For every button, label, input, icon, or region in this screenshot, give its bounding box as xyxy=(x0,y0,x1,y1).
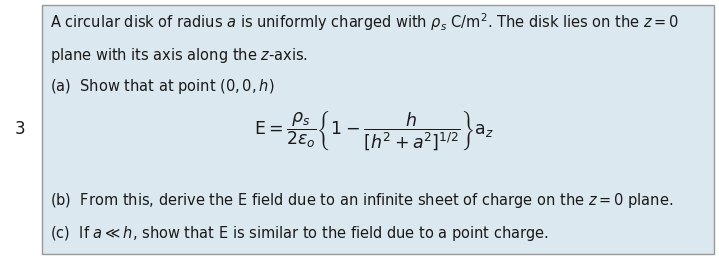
Text: (b)  From this, derive the E field due to an infinite sheet of charge on the $z : (b) From this, derive the E field due to… xyxy=(50,191,674,210)
FancyBboxPatch shape xyxy=(42,5,714,254)
Text: (c)  If $a \ll h$, show that E is similar to the field due to a point charge.: (c) If $a \ll h$, show that E is similar… xyxy=(50,224,549,243)
Text: plane with its axis along the $z$-axis.: plane with its axis along the $z$-axis. xyxy=(50,46,308,65)
Text: $\mathrm{E} = \dfrac{\rho_s}{2\varepsilon_o}\left\{1 - \dfrac{h}{[h^2 + a^2]^{1/: $\mathrm{E} = \dfrac{\rho_s}{2\varepsilo… xyxy=(254,108,494,152)
Text: (a)  Show that at point $(0, 0, h)$: (a) Show that at point $(0, 0, h)$ xyxy=(50,77,275,96)
Text: 3: 3 xyxy=(15,120,25,137)
Text: A circular disk of radius $a$ is uniformly charged with $\rho_s$ C/m$^2$. The di: A circular disk of radius $a$ is uniform… xyxy=(50,12,679,33)
